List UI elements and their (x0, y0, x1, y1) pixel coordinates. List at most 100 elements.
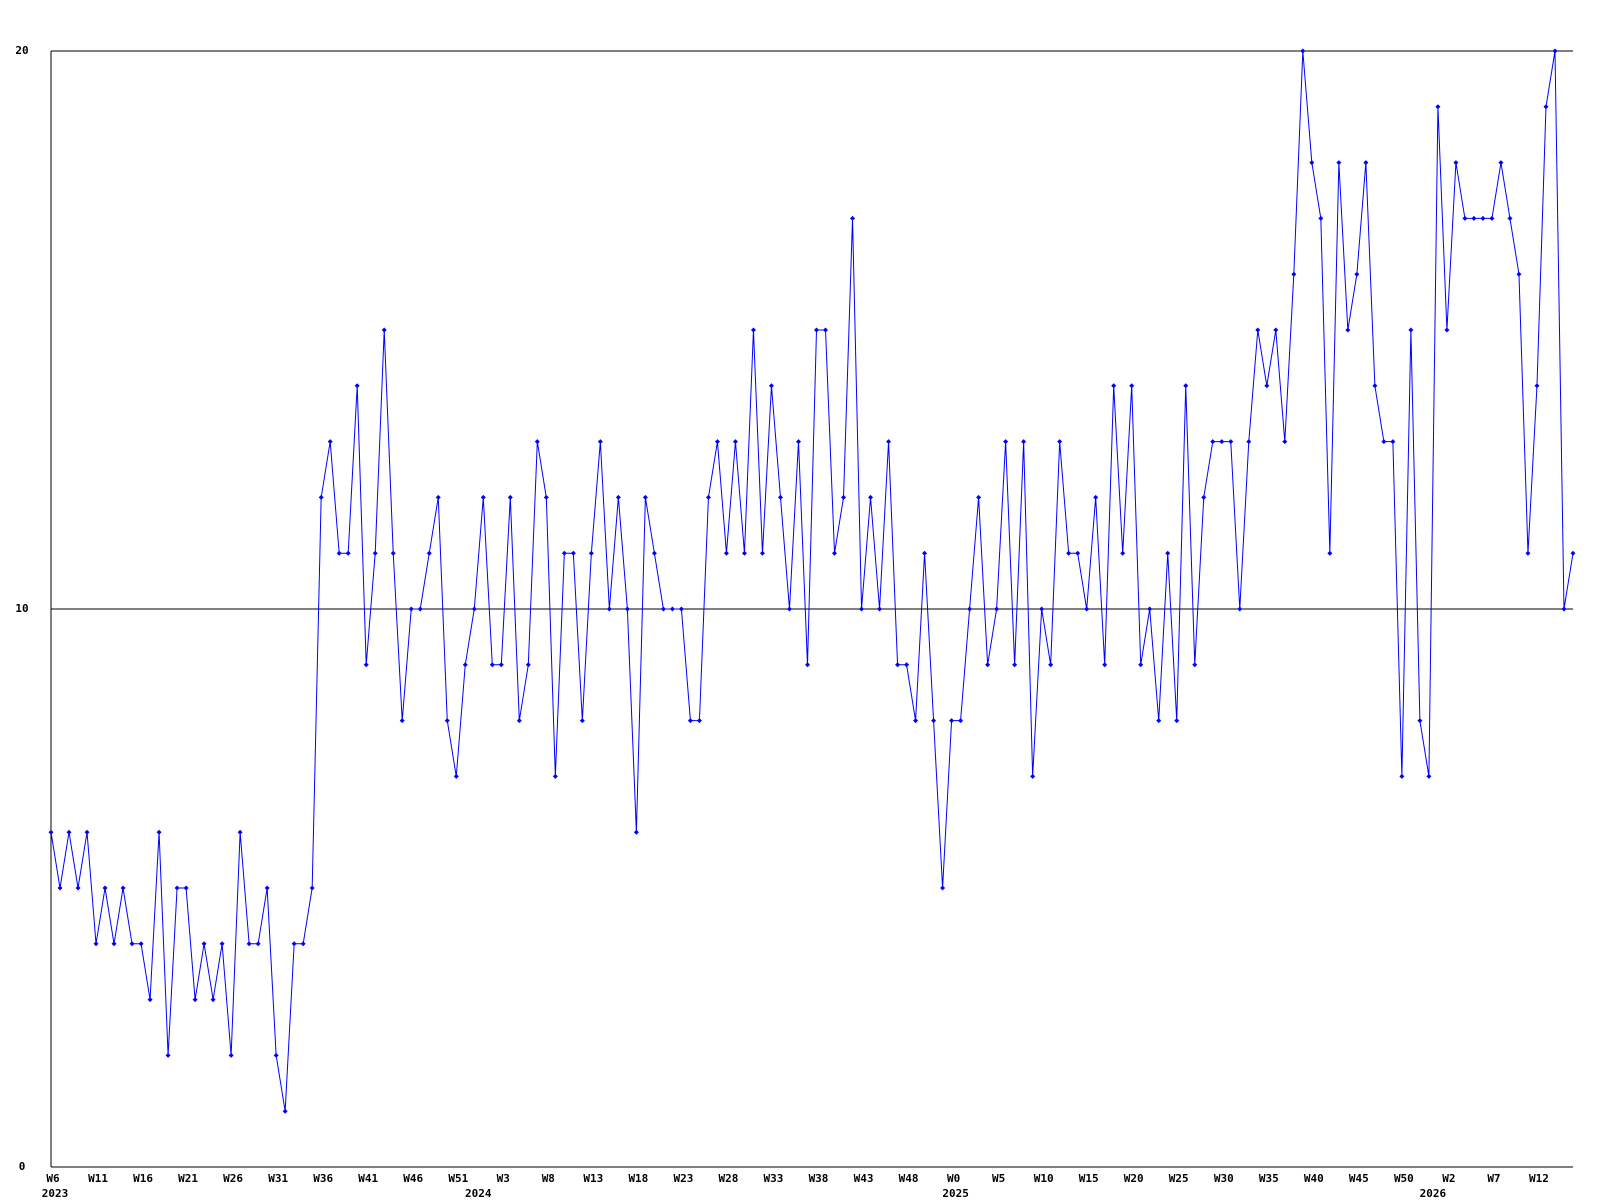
point (1417, 718, 1423, 724)
point (390, 550, 396, 556)
point (832, 550, 838, 556)
point (201, 941, 207, 947)
point (624, 606, 630, 612)
point (1165, 550, 1171, 556)
x-tick-label: W36 (313, 1172, 333, 1185)
point (138, 941, 144, 947)
point (1291, 271, 1297, 277)
x-tick-label: W11 (88, 1172, 108, 1185)
point (777, 494, 783, 500)
series-line (50, 50, 1574, 1112)
point (1453, 160, 1459, 166)
point (1516, 271, 1522, 277)
point (1534, 383, 1540, 389)
point (570, 550, 576, 556)
point (1255, 327, 1261, 333)
point (462, 662, 468, 668)
point (1489, 215, 1495, 221)
year-label: 2023 (42, 1187, 69, 1200)
point (1210, 439, 1216, 445)
x-tick-label: W35 (1259, 1172, 1279, 1185)
x-tick-label: W40 (1304, 1172, 1324, 1185)
point (543, 494, 549, 500)
point (1237, 606, 1243, 612)
point (714, 439, 720, 445)
point (309, 885, 315, 891)
point (994, 606, 1000, 612)
point (435, 494, 441, 500)
point (1471, 215, 1477, 221)
point (1228, 439, 1234, 445)
point (228, 1052, 234, 1058)
point (1219, 439, 1225, 445)
point (1012, 662, 1018, 668)
x-tick-label: W2 (1442, 1172, 1455, 1185)
point (93, 941, 99, 947)
point (129, 941, 135, 947)
x-tick-label: W43 (854, 1172, 874, 1185)
point (237, 829, 243, 835)
point (696, 718, 702, 724)
point (534, 439, 540, 445)
point (1354, 271, 1360, 277)
point (841, 494, 847, 500)
point (795, 439, 801, 445)
y-tick-label: 20 (15, 44, 28, 57)
x-tick-label: W5 (992, 1172, 1005, 1185)
point (1300, 48, 1306, 54)
point (1030, 773, 1036, 779)
point (1021, 439, 1027, 445)
point (1363, 160, 1369, 166)
point (165, 1052, 171, 1058)
point (561, 550, 567, 556)
point (1057, 439, 1063, 445)
point (1201, 494, 1207, 500)
point (1039, 606, 1045, 612)
point (453, 773, 459, 779)
point (156, 829, 162, 835)
point (489, 662, 495, 668)
point (913, 718, 919, 724)
point (687, 718, 693, 724)
point (291, 941, 297, 947)
point (1336, 160, 1342, 166)
point (786, 606, 792, 612)
y-tick-label: 10 (15, 602, 28, 615)
x-tick-label: W45 (1349, 1172, 1369, 1185)
point (678, 606, 684, 612)
point (976, 494, 982, 500)
point (372, 550, 378, 556)
year-label: 2025 (942, 1187, 969, 1200)
point (327, 439, 333, 445)
point (1183, 383, 1189, 389)
point (1444, 327, 1450, 333)
point (642, 494, 648, 500)
point (354, 383, 360, 389)
year-label: 2024 (465, 1187, 492, 1200)
x-tick-label: W48 (899, 1172, 919, 1185)
point (1435, 104, 1441, 110)
point (1102, 662, 1108, 668)
point (1327, 550, 1333, 556)
point (985, 662, 991, 668)
point (804, 662, 810, 668)
point (552, 773, 558, 779)
point (471, 606, 477, 612)
point (1507, 215, 1513, 221)
x-tick-label: W33 (764, 1172, 784, 1185)
point (255, 941, 261, 947)
point (1084, 606, 1090, 612)
point (823, 327, 829, 333)
point (940, 885, 946, 891)
point (967, 606, 973, 612)
point (732, 439, 738, 445)
point (1138, 662, 1144, 668)
x-tick-label: W41 (358, 1172, 378, 1185)
point (1462, 215, 1468, 221)
year-label: 2026 (1420, 1187, 1447, 1200)
point (444, 718, 450, 724)
point (399, 718, 405, 724)
point (931, 718, 937, 724)
point (1246, 439, 1252, 445)
